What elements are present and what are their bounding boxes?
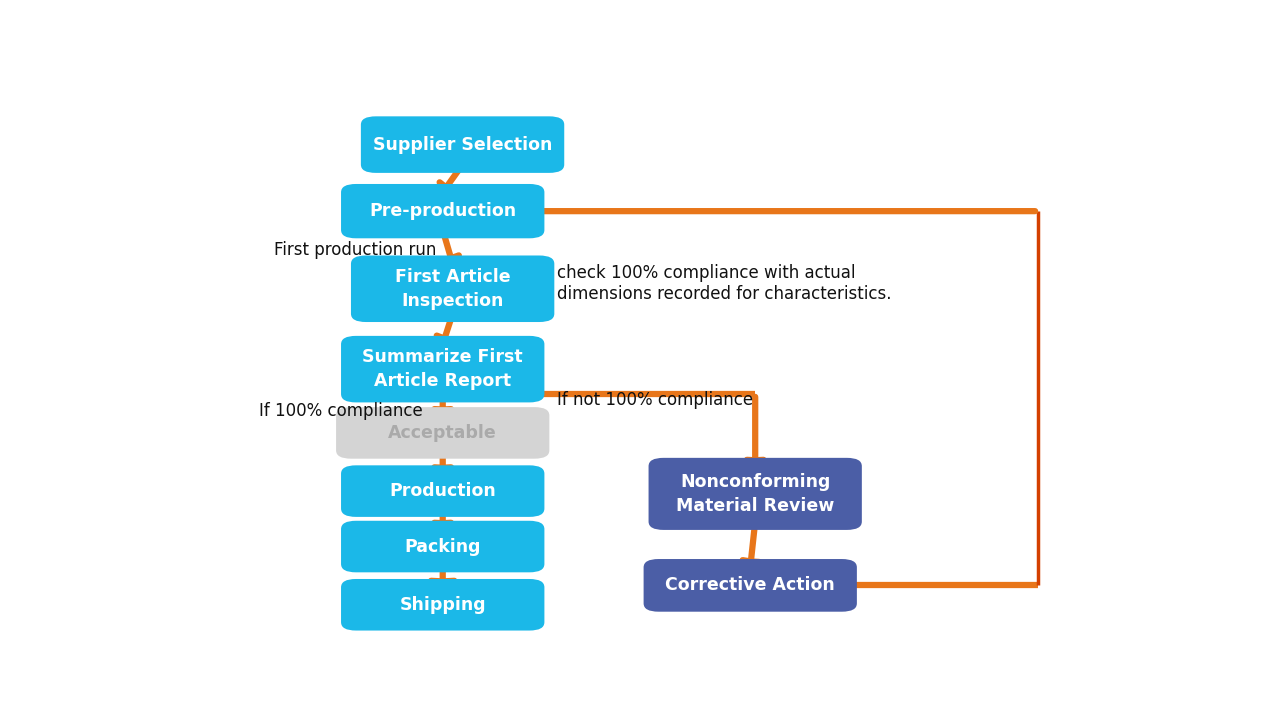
- Text: Production: Production: [389, 482, 497, 500]
- FancyBboxPatch shape: [340, 336, 544, 402]
- FancyBboxPatch shape: [649, 458, 861, 530]
- Text: Packing: Packing: [404, 538, 481, 556]
- Text: Pre-production: Pre-production: [369, 202, 516, 220]
- FancyBboxPatch shape: [644, 559, 856, 612]
- FancyBboxPatch shape: [337, 407, 549, 459]
- Text: First production run: First production run: [274, 241, 436, 259]
- Text: Nonconforming
Material Review: Nonconforming Material Review: [676, 473, 835, 515]
- FancyBboxPatch shape: [340, 521, 544, 572]
- Text: Summarize First
Article Report: Summarize First Article Report: [362, 348, 524, 390]
- Text: Shipping: Shipping: [399, 595, 486, 613]
- Text: check 100% compliance with actual
dimensions recorded for characteristics.: check 100% compliance with actual dimens…: [557, 264, 891, 302]
- Text: Corrective Action: Corrective Action: [666, 576, 835, 595]
- FancyBboxPatch shape: [340, 579, 544, 631]
- FancyBboxPatch shape: [340, 184, 544, 238]
- FancyBboxPatch shape: [340, 465, 544, 517]
- Text: If not 100% compliance: If not 100% compliance: [557, 391, 753, 409]
- Text: First Article
Inspection: First Article Inspection: [394, 268, 511, 310]
- Text: Supplier Selection: Supplier Selection: [372, 135, 552, 153]
- Text: Acceptable: Acceptable: [388, 424, 497, 442]
- FancyBboxPatch shape: [361, 117, 564, 173]
- FancyBboxPatch shape: [351, 256, 554, 322]
- Text: If 100% compliance: If 100% compliance: [259, 402, 422, 420]
